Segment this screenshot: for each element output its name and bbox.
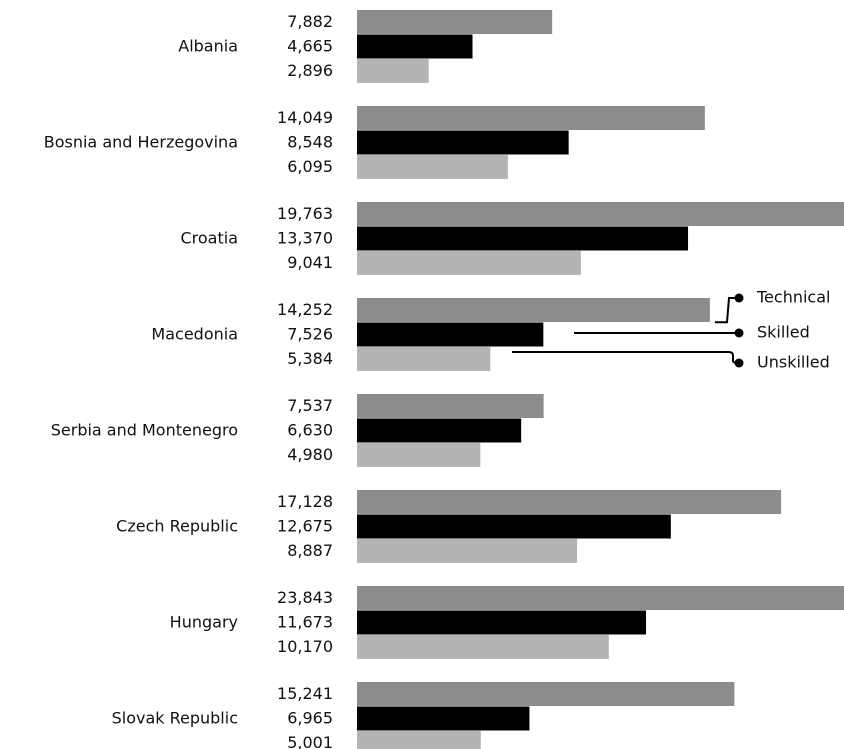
bar-technical-macedonia xyxy=(357,298,710,322)
category-label: Serbia and Montenegro xyxy=(51,420,238,439)
bar-unskilled-czech-republic xyxy=(357,539,578,563)
chart-legend: Technical Skilled Unskilled xyxy=(512,288,830,372)
legend-dot-technical xyxy=(734,293,744,303)
bar-skilled-albania xyxy=(357,34,473,59)
data-label-skilled: 12,675 xyxy=(277,516,333,535)
bar-unskilled-croatia xyxy=(357,251,581,275)
category-label: Macedonia xyxy=(151,324,238,343)
bar-unskilled-macedonia xyxy=(357,347,491,371)
data-label-skilled: 4,665 xyxy=(287,36,333,55)
data-label-technical: 15,241 xyxy=(277,684,333,703)
data-label-unskilled: 9,041 xyxy=(287,253,333,272)
bar-skilled-serbia-and-montenegro xyxy=(357,418,522,443)
bar-skilled-hungary xyxy=(357,610,647,635)
group-czech-republic: Czech Republic 17,128 12,675 8,887 xyxy=(116,490,782,563)
legend-label-unskilled: Unskilled xyxy=(757,353,830,372)
bar-technical-bosnia-and-herzegovina xyxy=(357,106,705,130)
legend-label-technical: Technical xyxy=(756,288,830,307)
data-label-skilled: 6,965 xyxy=(287,708,333,727)
bar-skilled-czech-republic xyxy=(357,514,671,539)
group-hungary: Hungary 23,843 11,673 10,170 xyxy=(170,586,844,659)
data-label-skilled: 7,526 xyxy=(287,324,333,343)
category-label: Bosnia and Herzegovina xyxy=(44,132,238,151)
bar-technical-serbia-and-montenegro xyxy=(357,394,544,418)
bar-skilled-croatia xyxy=(357,226,689,251)
legend-dot-unskilled xyxy=(734,358,744,368)
group-croatia: Croatia 19,763 13,370 9,041 xyxy=(180,202,844,275)
data-label-technical: 7,882 xyxy=(287,12,333,31)
chart-groups: Albania 7,882 4,665 2,896 Bosnia and Herzego… xyxy=(44,10,844,749)
data-label-unskilled: 6,095 xyxy=(287,157,333,176)
data-label-technical: 14,049 xyxy=(277,108,333,127)
category-label: Hungary xyxy=(170,612,238,631)
bar-skilled-slovak-republic xyxy=(357,706,530,731)
group-serbia-and-montenegro: Serbia and Montenegro 7,537 6,630 4,980 xyxy=(51,394,544,467)
category-label: Slovak Republic xyxy=(112,708,238,727)
legend-leader-unskilled xyxy=(512,351,740,364)
data-label-unskilled: 2,896 xyxy=(287,61,333,80)
data-label-skilled: 11,673 xyxy=(277,612,333,631)
bar-unskilled-albania xyxy=(357,59,429,83)
group-bosnia-and-herzegovina: Bosnia and Herzegovina 14,049 8,548 6,095 xyxy=(44,106,705,179)
bar-unskilled-slovak-republic xyxy=(357,731,481,749)
data-label-unskilled: 8,887 xyxy=(287,541,333,560)
group-macedonia: Macedonia 14,252 7,526 5,384 xyxy=(151,298,710,371)
data-label-unskilled: 5,001 xyxy=(287,733,333,749)
data-label-technical: 17,128 xyxy=(277,492,333,511)
legend-leader-technical xyxy=(714,297,739,324)
data-label-skilled: 13,370 xyxy=(277,228,333,247)
bar-technical-croatia xyxy=(357,202,844,226)
data-label-unskilled: 5,384 xyxy=(287,349,333,368)
bar-skilled-macedonia xyxy=(357,322,544,347)
bar-technical-slovak-republic xyxy=(357,682,735,706)
data-label-technical: 14,252 xyxy=(277,300,333,319)
category-label: Albania xyxy=(178,36,238,55)
data-label-unskilled: 4,980 xyxy=(287,445,333,464)
bar-unskilled-bosnia-and-herzegovina xyxy=(357,155,508,179)
data-label-technical: 7,537 xyxy=(287,396,333,415)
bar-unskilled-hungary xyxy=(357,635,609,659)
category-label: Czech Republic xyxy=(116,516,238,535)
legend-label-skilled: Skilled xyxy=(757,323,810,342)
data-label-technical: 23,843 xyxy=(277,588,333,607)
group-albania: Albania 7,882 4,665 2,896 xyxy=(178,10,553,83)
bar-technical-czech-republic xyxy=(357,490,782,514)
bar-unskilled-serbia-and-montenegro xyxy=(357,443,481,467)
bar-technical-albania xyxy=(357,10,553,34)
data-label-skilled: 8,548 xyxy=(287,132,333,151)
data-label-technical: 19,763 xyxy=(277,204,333,223)
bar-skilled-bosnia-and-herzegovina xyxy=(357,130,569,155)
data-label-skilled: 6,630 xyxy=(287,420,333,439)
bar-technical-hungary xyxy=(357,586,844,610)
data-label-unskilled: 10,170 xyxy=(277,637,333,656)
category-label: Croatia xyxy=(180,228,238,247)
group-slovak-republic: Slovak Republic 15,241 6,965 5,001 xyxy=(112,682,735,749)
legend-dot-skilled xyxy=(734,328,744,338)
